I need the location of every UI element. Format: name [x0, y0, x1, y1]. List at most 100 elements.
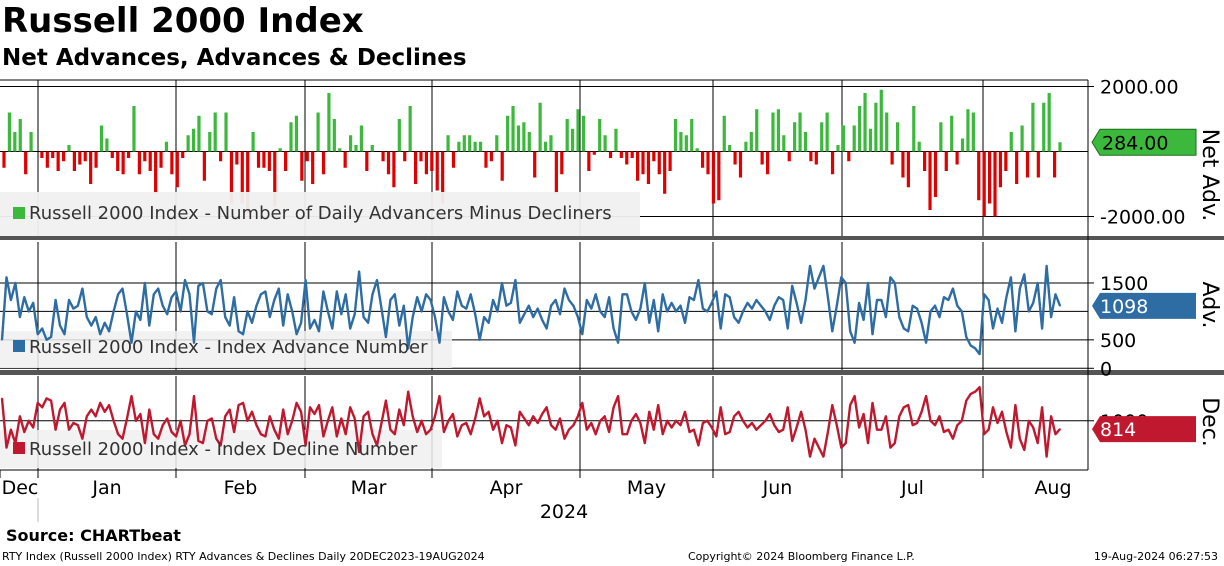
net-bar: [61, 151, 66, 162]
dec-point: [1054, 433, 1057, 435]
adv-point: [425, 293, 427, 296]
dec-point: [907, 404, 910, 406]
dec-point: [443, 431, 445, 433]
adv-point: [59, 324, 61, 327]
dec-point: [773, 424, 776, 427]
net-bar: [446, 135, 450, 152]
adv-point: [211, 313, 213, 316]
dec-point: [452, 413, 454, 415]
adv-point: [501, 282, 503, 284]
adv-point: [300, 321, 302, 324]
adv-point: [161, 304, 164, 307]
adv-point: [960, 310, 963, 313]
dec-point: [121, 437, 124, 440]
adv-point: [876, 299, 878, 301]
adv-point: [108, 330, 110, 333]
net-y-tick-label: 2000.00: [1100, 77, 1179, 99]
adv-point: [934, 304, 936, 307]
adv-point: [911, 304, 914, 307]
adv-y-tick-label: 500: [1100, 330, 1136, 352]
net-bar: [181, 151, 185, 158]
dec-point: [657, 404, 660, 406]
dec-legend-label: Russell 2000 Index - Index Decline Numbe…: [29, 439, 418, 460]
net-bar: [300, 151, 304, 181]
net-bar: [988, 151, 992, 204]
net-bar: [154, 151, 158, 194]
dec-point: [50, 399, 52, 402]
net-bar: [267, 151, 271, 171]
dec-point: [68, 428, 70, 431]
dec-point: [693, 428, 695, 431]
dec-point: [77, 424, 79, 427]
dec-point: [603, 415, 606, 418]
adv-point: [197, 285, 200, 287]
dec-point: [407, 390, 410, 393]
dec-point: [804, 428, 807, 431]
dec-point: [5, 446, 8, 449]
net-bar: [901, 151, 905, 178]
net-bar: [408, 106, 412, 152]
adv-point: [952, 287, 954, 290]
dec-point: [586, 428, 588, 431]
adv-point: [969, 344, 972, 347]
dec-point: [291, 419, 293, 422]
dec-point: [126, 417, 128, 420]
dec-point: [684, 411, 686, 413]
adv-point: [327, 310, 329, 313]
adv-point: [90, 324, 93, 327]
net-bar: [89, 151, 93, 184]
net-bar: [78, 151, 82, 165]
dec-point: [193, 395, 195, 397]
dec-point: [331, 406, 334, 409]
dec-point: [367, 411, 369, 413]
adv-point: [456, 290, 459, 293]
adv-point: [72, 307, 75, 310]
net-bar: [1042, 102, 1046, 152]
adv-point: [661, 293, 664, 296]
adv-point: [394, 293, 396, 296]
net-bar: [229, 151, 234, 204]
dec-point: [215, 437, 218, 440]
net-bar: [1036, 151, 1040, 178]
adv-point: [746, 302, 749, 304]
net-bar: [83, 151, 87, 162]
adv-point: [385, 336, 387, 338]
dec-point: [1005, 431, 1008, 433]
adv-point: [617, 341, 619, 344]
adv-point: [139, 319, 142, 321]
dec-point: [621, 433, 624, 435]
dec-point: [992, 406, 994, 409]
net-bar: [803, 132, 808, 152]
dec-point: [1010, 446, 1012, 449]
net-bar: [278, 148, 282, 152]
adv-point: [996, 307, 999, 310]
dec-point: [340, 417, 343, 420]
dec-point: [952, 437, 954, 440]
adv-point: [1023, 273, 1026, 276]
net-bar: [771, 112, 775, 152]
net-bar: [1004, 151, 1008, 171]
net-bar: [403, 151, 407, 162]
dec-point: [639, 422, 642, 424]
dec-point: [644, 442, 646, 444]
dec-point: [786, 406, 789, 409]
dec-point: [862, 413, 865, 415]
net-bar: [890, 151, 894, 165]
adv-point: [309, 327, 311, 330]
dec-point: [599, 419, 601, 422]
net-bar: [543, 141, 548, 152]
adv-point: [612, 327, 615, 330]
adv-point: [563, 287, 566, 290]
adv-point: [398, 324, 401, 327]
dec-point: [590, 422, 593, 424]
adv-y-tick-label: 0: [1100, 358, 1112, 380]
dec-point: [237, 404, 240, 406]
net-bar: [311, 151, 315, 184]
dec-point: [608, 431, 610, 433]
net-bar: [1015, 151, 1019, 184]
dec-point: [670, 426, 673, 429]
net-bar: [549, 135, 553, 152]
net-value-label: 284.00: [1102, 132, 1168, 154]
net-bar: [560, 151, 564, 175]
dec-point: [666, 419, 668, 422]
